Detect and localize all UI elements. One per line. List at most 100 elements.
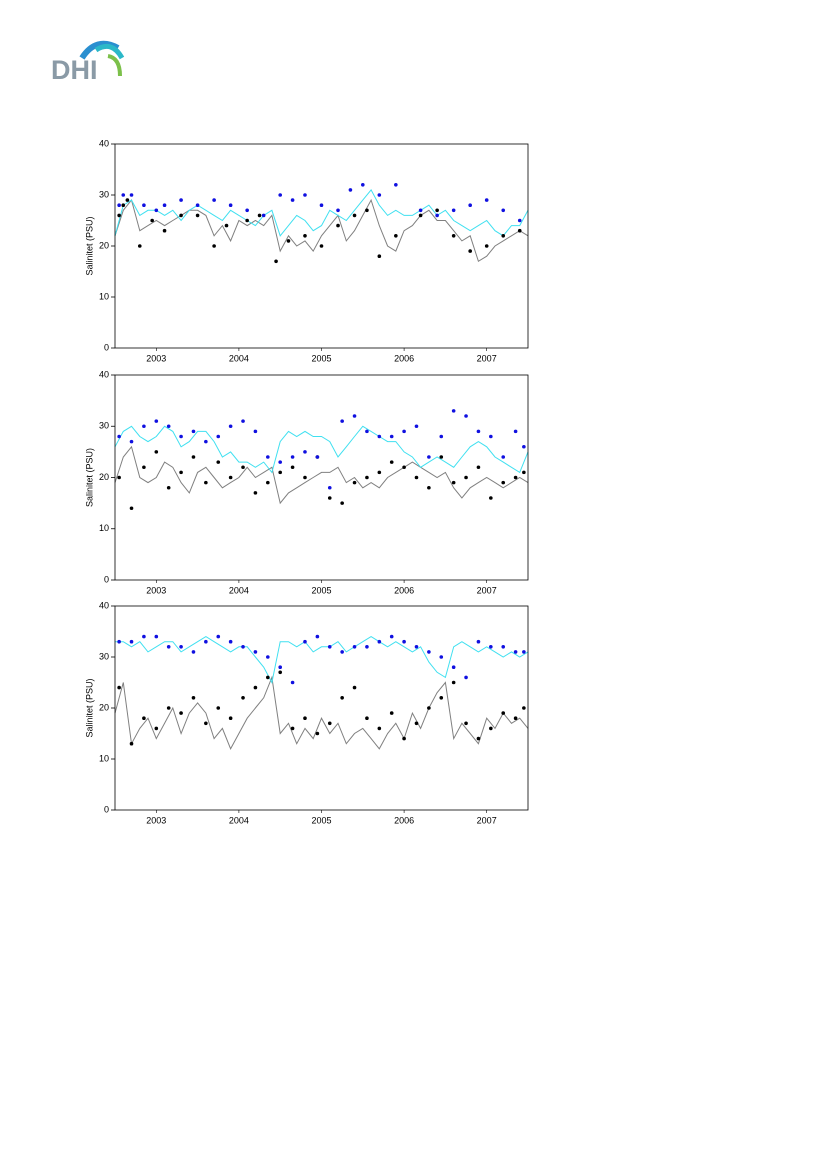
data-point bbox=[150, 218, 154, 223]
y-axis-label: Salinitet (PSU) bbox=[84, 216, 94, 275]
data-point bbox=[253, 685, 258, 690]
data-point bbox=[513, 716, 518, 720]
series-line bbox=[115, 636, 529, 684]
logo-text: DHI bbox=[51, 55, 98, 85]
data-point bbox=[377, 470, 382, 475]
data-point bbox=[191, 696, 196, 700]
data-point bbox=[389, 711, 394, 715]
x-tick-label: 2007 bbox=[477, 585, 497, 595]
data-point bbox=[129, 741, 134, 746]
data-point bbox=[352, 213, 357, 218]
data-point bbox=[154, 726, 159, 731]
data-point bbox=[484, 198, 489, 202]
data-point bbox=[129, 639, 134, 644]
data-point bbox=[154, 634, 159, 639]
data-point bbox=[468, 249, 472, 253]
data-point bbox=[166, 424, 171, 429]
data-point bbox=[464, 414, 468, 418]
chart: 0 10 20 30 40 2003 2004 2005 2006 2007 Salinitet (… bbox=[84, 600, 529, 825]
data-point bbox=[361, 183, 365, 187]
data-point bbox=[228, 716, 233, 720]
data-point bbox=[377, 254, 382, 258]
data-point bbox=[464, 675, 468, 680]
data-point bbox=[522, 444, 526, 449]
data-point bbox=[402, 639, 406, 644]
data-point bbox=[451, 680, 456, 685]
data-point bbox=[451, 409, 456, 413]
y-tick-label: 0 bbox=[104, 574, 109, 584]
data-point bbox=[365, 475, 369, 480]
y-tick-label: 20 bbox=[99, 472, 109, 482]
data-point bbox=[216, 434, 221, 439]
logo-arc bbox=[107, 54, 122, 77]
data-point bbox=[319, 203, 324, 207]
data-point bbox=[216, 634, 221, 639]
series-line bbox=[114, 198, 529, 263]
x-tick-label: 2003 bbox=[146, 585, 166, 595]
data-point bbox=[303, 193, 307, 197]
data-point bbox=[303, 475, 307, 480]
data-point bbox=[121, 193, 126, 197]
x-tick-label: 2007 bbox=[477, 353, 497, 363]
data-point bbox=[129, 193, 134, 197]
data-point bbox=[418, 208, 423, 213]
data-point bbox=[501, 480, 506, 485]
data-point bbox=[427, 706, 431, 710]
y-tick-label: 0 bbox=[104, 804, 109, 814]
y-tick-label: 10 bbox=[99, 291, 109, 301]
data-point bbox=[389, 460, 394, 464]
logo: DHI bbox=[51, 40, 125, 85]
data-point bbox=[352, 480, 357, 485]
data-point bbox=[451, 234, 456, 238]
data-point bbox=[501, 645, 506, 649]
plot-frame bbox=[114, 605, 529, 811]
data-point bbox=[489, 645, 493, 649]
data-point bbox=[327, 645, 332, 649]
data-point bbox=[117, 639, 121, 644]
data-point bbox=[513, 650, 518, 654]
data-point bbox=[195, 203, 200, 207]
series-line bbox=[114, 189, 529, 237]
data-point bbox=[241, 696, 245, 700]
data-point bbox=[191, 429, 196, 434]
data-point bbox=[204, 721, 208, 726]
data-point bbox=[216, 460, 221, 464]
data-point bbox=[117, 475, 121, 480]
data-point bbox=[241, 645, 245, 649]
data-point bbox=[513, 429, 518, 434]
data-point bbox=[121, 203, 126, 207]
x-tick-label: 2006 bbox=[394, 815, 414, 825]
data-point bbox=[216, 706, 221, 710]
data-point bbox=[278, 193, 283, 197]
data-point bbox=[204, 439, 208, 444]
data-point bbox=[162, 203, 167, 207]
data-point bbox=[315, 634, 320, 639]
x-tick-label: 2005 bbox=[311, 815, 331, 825]
data-point bbox=[327, 721, 332, 726]
x-tick-label: 2003 bbox=[146, 353, 166, 363]
data-point bbox=[377, 193, 382, 197]
data-point bbox=[142, 203, 146, 207]
data-point bbox=[241, 419, 245, 423]
data-point bbox=[365, 645, 369, 649]
data-point bbox=[212, 198, 216, 202]
data-point bbox=[439, 434, 444, 439]
x-tick-label: 2006 bbox=[394, 353, 414, 363]
data-point bbox=[377, 726, 382, 731]
data-point bbox=[501, 208, 506, 213]
x-tick-label: 2004 bbox=[229, 585, 249, 595]
data-point bbox=[402, 736, 406, 741]
data-point bbox=[365, 716, 369, 720]
data-point bbox=[340, 650, 344, 654]
data-point bbox=[513, 475, 518, 480]
data-point bbox=[522, 706, 526, 710]
data-point bbox=[464, 475, 468, 480]
data-point bbox=[439, 696, 444, 700]
data-point bbox=[278, 670, 283, 675]
x-tick-label: 2006 bbox=[394, 585, 414, 595]
data-point bbox=[394, 234, 398, 238]
data-point bbox=[290, 455, 295, 459]
data-point bbox=[179, 645, 183, 649]
data-point bbox=[224, 223, 229, 228]
series-line bbox=[114, 675, 529, 750]
